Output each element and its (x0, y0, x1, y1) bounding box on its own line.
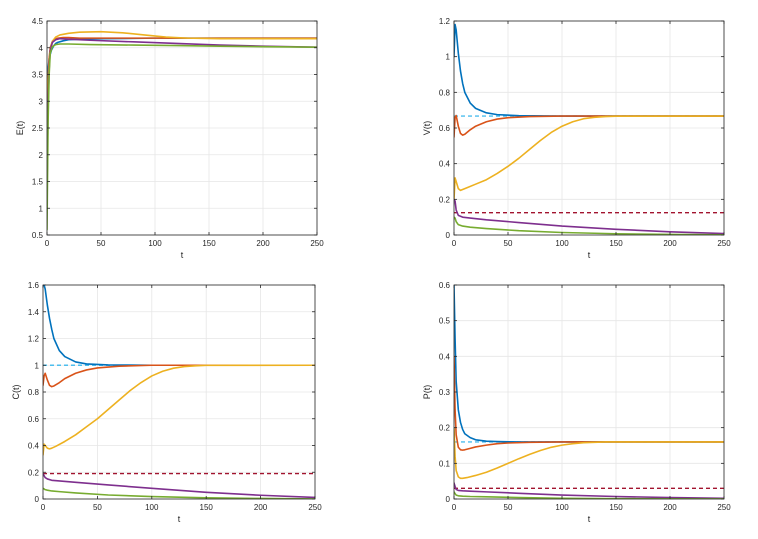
y-tick-label: 1.2 (28, 335, 40, 344)
y-axis-label: V(t) (422, 121, 432, 136)
y-tick-label: 0.5 (32, 231, 44, 240)
series-line-green (43, 487, 315, 499)
y-tick-label: 3.5 (32, 71, 44, 80)
y-tick-label: 1.4 (28, 308, 40, 317)
y-tick-label: 3 (39, 97, 44, 106)
x-tick-label: 250 (308, 503, 322, 512)
series-line-blue (43, 285, 315, 367)
series-line-green (454, 216, 724, 235)
x-tick-label: 100 (148, 239, 162, 248)
y-tick-label: 0.8 (28, 388, 40, 397)
y-tick-label: 0.3 (439, 388, 451, 397)
y-tick-label: 0 (446, 495, 451, 504)
x-tick-label: 150 (200, 503, 214, 512)
series-line-red (454, 114, 724, 138)
x-tick-label: 200 (663, 503, 677, 512)
x-tick-label: 100 (145, 503, 159, 512)
y-tick-label: 0.4 (28, 442, 40, 451)
y-tick-label: 1.2 (439, 17, 451, 26)
x-tick-label: 50 (504, 503, 513, 512)
x-tick-label: 200 (256, 239, 270, 248)
x-tick-label: 0 (45, 239, 50, 248)
y-tick-label: 0.8 (439, 88, 451, 97)
series-line-yellow (454, 115, 724, 201)
series-line-red (454, 355, 724, 451)
x-tick-label: 0 (452, 239, 457, 248)
x-axis-label: t (588, 514, 591, 524)
x-tick-label: 200 (663, 239, 677, 248)
x-tick-label: 250 (310, 239, 324, 248)
y-tick-label: 0.6 (439, 124, 451, 133)
series-line-purple (454, 198, 724, 235)
x-tick-label: 0 (41, 503, 46, 512)
y-tick-label: 0.5 (439, 317, 451, 326)
x-tick-label: 50 (504, 239, 513, 248)
y-tick-label: 1 (446, 53, 451, 62)
chart-P: 0 50 100 150 200 250 0 0.1 0.2 0.3 0.4 0.5 0.6 t P(t) (422, 281, 731, 524)
x-tick-label: 150 (609, 503, 623, 512)
series-line-blue (454, 23, 724, 117)
y-axis-label: P(t) (422, 385, 432, 400)
series-line-blue (454, 285, 724, 443)
y-tick-label: 0.2 (439, 424, 451, 433)
y-tick-label: 2 (39, 151, 44, 160)
y-tick-label: 0.6 (28, 415, 40, 424)
series-line-purple (454, 482, 724, 499)
x-tick-label: 50 (93, 503, 102, 512)
series-line-green (47, 43, 317, 231)
series-group (47, 30, 317, 231)
x-tick-label: 0 (452, 503, 457, 512)
series-line-purple (43, 472, 315, 499)
y-tick-label: 0.4 (439, 160, 451, 169)
x-tick-label: 150 (202, 239, 216, 248)
y-tick-label: 4 (39, 44, 44, 53)
series-group (43, 285, 315, 499)
x-axis-label: t (588, 250, 591, 260)
y-axis-label: C(t) (11, 385, 21, 400)
y-tick-label: 0.1 (439, 459, 451, 468)
y-tick-label: 0 (446, 231, 451, 240)
x-tick-label: 50 (97, 239, 106, 248)
y-tick-label: 1.5 (32, 178, 44, 187)
chart-C: 0 50 100 150 200 250 0 0.2 0.4 0.6 0.8 1 1.2 1.4 1.6 t C… (11, 281, 322, 524)
x-tick-label: 250 (717, 503, 731, 512)
y-tick-label: 0.6 (439, 281, 451, 290)
y-tick-label: 0 (35, 495, 40, 504)
series-group (454, 23, 724, 235)
x-axis-label: t (181, 250, 184, 260)
x-tick-label: 200 (254, 503, 268, 512)
x-tick-label: 100 (555, 239, 569, 248)
y-tick-label: 1.6 (28, 281, 40, 290)
x-axis-label: t (178, 514, 181, 524)
series-line-red (43, 364, 315, 388)
y-tick-label: 0.2 (439, 195, 451, 204)
x-tick-label: 100 (555, 503, 569, 512)
series-line-yellow (454, 426, 724, 480)
y-tick-label: 1 (35, 361, 40, 370)
chart-V: 0 50 100 150 200 250 0 0.2 0.4 0.6 0.8 1 1.2 t V(t) (422, 17, 731, 260)
y-tick-label: 0.2 (28, 468, 40, 477)
y-axis-label: E(t) (15, 121, 25, 136)
x-tick-label: 150 (609, 239, 623, 248)
x-tick-label: 250 (717, 239, 731, 248)
y-tick-label: 0.4 (439, 352, 451, 361)
y-tick-label: 1 (39, 204, 44, 213)
y-tick-label: 2.5 (32, 124, 44, 133)
y-tick-label: 4.5 (32, 17, 44, 26)
chart-E: 0 50 100 150 200 250 0.5 1 1.5 2 2.5 3 3.5 4 4.5 t E(t) (15, 17, 324, 260)
series-line-yellow (43, 364, 315, 456)
